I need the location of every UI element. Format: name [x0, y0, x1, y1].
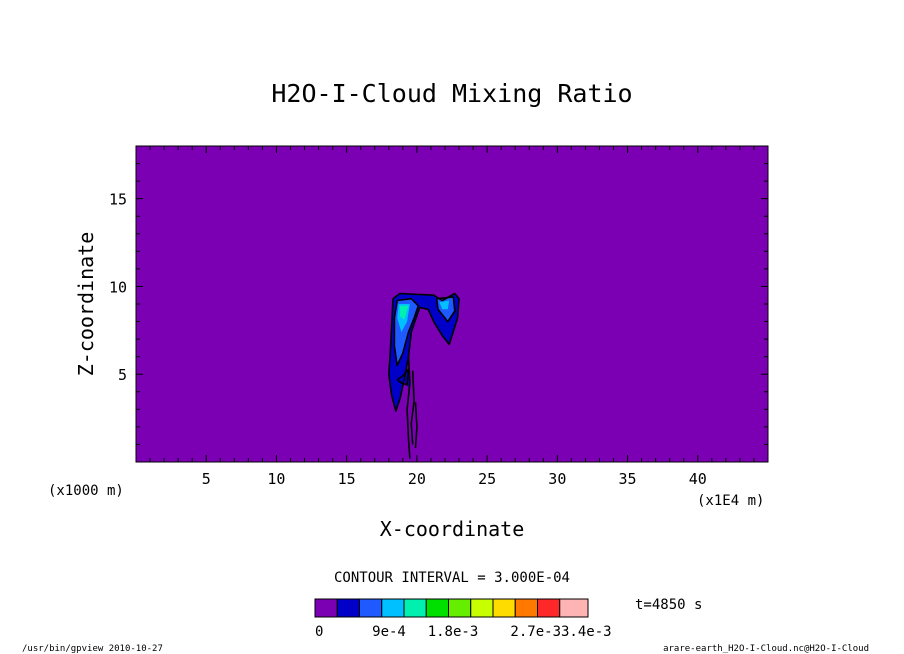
contour-interval-text: CONTOUR INTERVAL = 3.000E-04 — [334, 570, 570, 586]
x-axis-label: X-coordinate — [380, 517, 525, 541]
y-tick-label: 15 — [109, 191, 127, 209]
contour-line-3 — [406, 356, 411, 459]
x-tick-labels: 5 10 15 20 25 30 35 40 — [202, 470, 707, 488]
colorbar — [314, 598, 589, 618]
colorbar-swatch — [448, 598, 472, 618]
colorbar-swatch — [314, 598, 338, 618]
y-tick-label: 10 — [109, 278, 127, 296]
colorbar-swatch — [492, 598, 516, 618]
x-tick-label: 10 — [267, 470, 285, 488]
colorbar-swatch — [403, 598, 427, 618]
x-tick-label: 20 — [408, 470, 426, 488]
contour-line-2 — [435, 296, 456, 323]
axis-ticks — [136, 146, 768, 462]
contour-line-1 — [393, 297, 420, 367]
colorbar-swatch — [336, 598, 360, 618]
cloud-region-3 — [400, 305, 409, 320]
y-tick-labels: 5 10 15 — [109, 191, 127, 385]
footer-right: arare-earth_H2O-I-Cloud.nc@H2O-I-Cloud — [663, 644, 869, 654]
colorbar-swatch — [559, 598, 589, 618]
plot-area — [135, 145, 769, 463]
colorbar-swatch — [537, 598, 561, 618]
colorbar-label: 2.7e-33.4e-3 — [510, 624, 611, 640]
x-tick-label: 40 — [689, 470, 707, 488]
colorbar-swatch — [425, 598, 449, 618]
colorbar-swatch — [359, 598, 383, 618]
x-axis-unit-left: (x1000 m) — [48, 483, 124, 499]
x-tick-label: 15 — [338, 470, 356, 488]
colorbar-swatch — [470, 598, 494, 618]
y-axis-label: Z-coordinate — [74, 232, 98, 377]
contour-line-0 — [387, 292, 460, 412]
footer-left: /usr/bin/gpview 2010-10-27 — [22, 644, 163, 654]
colorbar-labels: 0 9e-4 1.8e-3 2.7e-33.4e-3 — [315, 624, 612, 640]
y-tick-label: 5 — [118, 366, 127, 384]
x-tick-label: 5 — [202, 470, 211, 488]
contour-line-5 — [414, 402, 418, 449]
chart-title: H2O-I-Cloud Mixing Ratio — [271, 79, 632, 108]
x-tick-label: 30 — [548, 470, 566, 488]
colorbar-label: 9e-4 — [372, 624, 406, 640]
x-tick-label: 25 — [478, 470, 496, 488]
contour-lines — [387, 292, 460, 459]
contour-line-6 — [396, 368, 410, 386]
contour-line-4 — [410, 370, 415, 445]
x-tick-label: 35 — [619, 470, 637, 488]
colorbar-label: 0 — [315, 624, 323, 640]
colorbar-swatch — [381, 598, 405, 618]
x-axis-unit-right: (x1E4 m) — [697, 493, 764, 509]
colorbar-swatch — [514, 598, 538, 618]
cloud-region-5 — [439, 300, 450, 310]
colorbar-label: 1.8e-3 — [428, 624, 479, 640]
time-label: t=4850 s — [635, 597, 702, 613]
